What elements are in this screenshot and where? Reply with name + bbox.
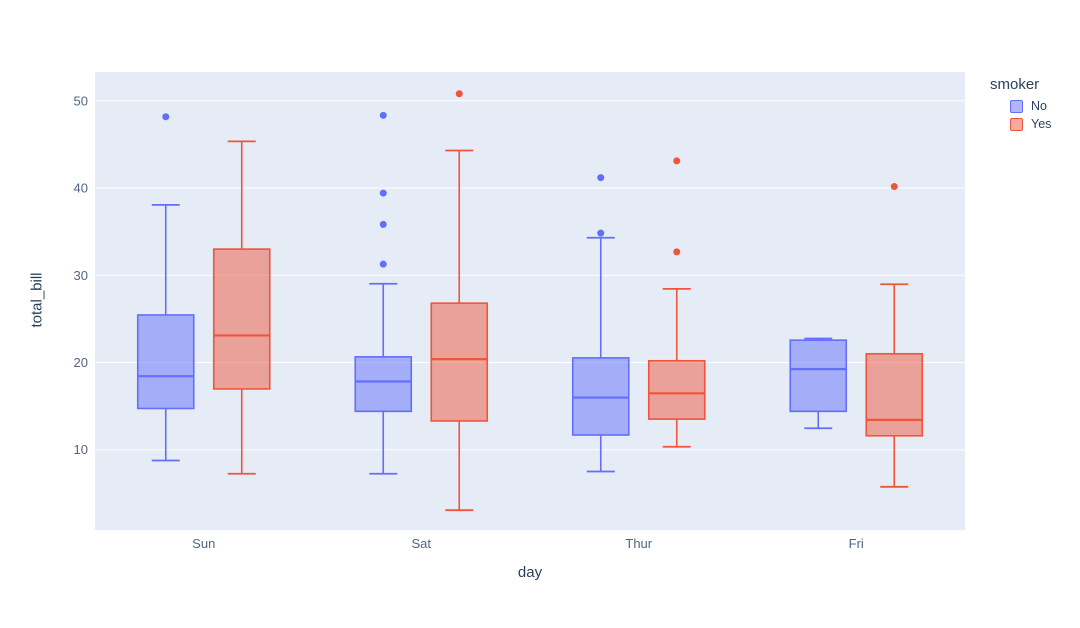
- outlier-point[interactable]: [379, 111, 387, 119]
- outlier-point[interactable]: [379, 260, 387, 268]
- box-rect: [789, 339, 848, 413]
- outlier-point[interactable]: [597, 174, 605, 182]
- legend-item-yes[interactable]: Yes: [1010, 117, 1051, 131]
- box-yes-sun[interactable]: [212, 140, 271, 475]
- box-rect: [865, 352, 924, 437]
- outlier-point[interactable]: [673, 248, 681, 256]
- legend-yes-swatch-icon: [1010, 117, 1023, 131]
- box-rect: [647, 359, 706, 420]
- box-no-sat[interactable]: [354, 111, 413, 475]
- x-axis-title: day: [517, 564, 543, 581]
- y-tick-label: 10: [74, 442, 88, 457]
- legend-item-no[interactable]: No: [1010, 99, 1051, 113]
- box-no-thur[interactable]: [571, 174, 630, 473]
- box-rect: [136, 314, 195, 410]
- outlier-point[interactable]: [379, 220, 387, 228]
- box-yes-fri[interactable]: [865, 183, 924, 488]
- legend: smoker No Yes: [988, 76, 1051, 135]
- box-rect: [571, 357, 630, 436]
- box-yes-thur[interactable]: [647, 157, 706, 448]
- legend-title: smoker: [990, 76, 1040, 93]
- legend-no-swatch-icon: [1010, 99, 1023, 113]
- x-tick-label: Fri: [849, 536, 864, 551]
- outlier-point[interactable]: [890, 183, 898, 191]
- box-no-fri[interactable]: [789, 337, 848, 430]
- outlier-point[interactable]: [162, 113, 170, 121]
- y-axis-title: total_bill: [28, 272, 46, 328]
- outlier-point[interactable]: [597, 229, 605, 237]
- outlier-point[interactable]: [379, 189, 387, 197]
- legend-yes-label: Yes: [1031, 117, 1052, 131]
- box-rect: [430, 302, 489, 422]
- y-tick-label: 30: [74, 268, 88, 283]
- y-tick-label: 40: [74, 181, 88, 196]
- outlier-point[interactable]: [673, 157, 681, 165]
- box-no-sun[interactable]: [136, 113, 195, 462]
- y-tick-label: 50: [74, 93, 88, 108]
- y-tick-label: 20: [74, 355, 88, 370]
- box-rect: [354, 356, 413, 413]
- x-tick-label: Thur: [625, 536, 652, 551]
- box-yes-sat[interactable]: [430, 90, 489, 512]
- x-tick-label: Sun: [192, 536, 215, 551]
- legend-no-label: No: [1031, 99, 1047, 113]
- box-rect: [212, 248, 271, 390]
- x-tick-label: Sat: [411, 536, 431, 551]
- outlier-point[interactable]: [455, 90, 463, 98]
